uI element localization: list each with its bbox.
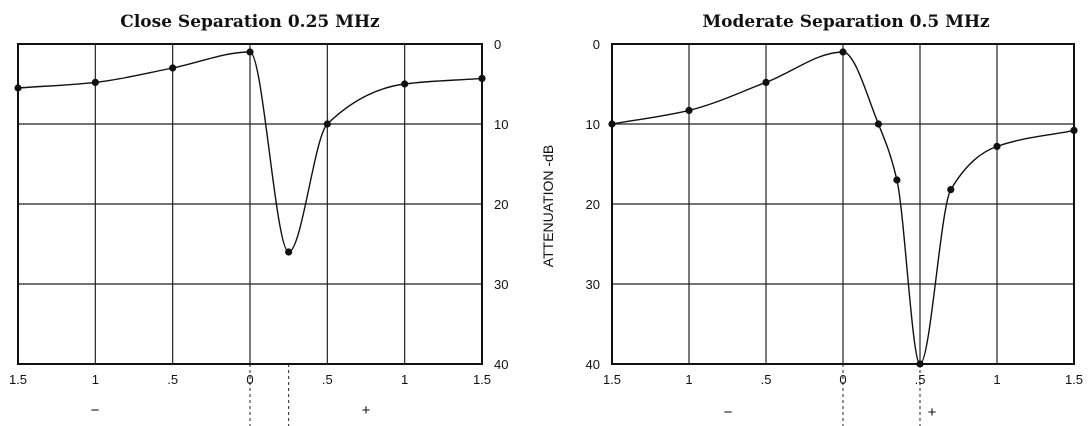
data-point	[947, 186, 955, 194]
negative-sign: −	[724, 404, 733, 421]
x-tick-label: 1	[92, 372, 99, 387]
x-tick-label: .5	[761, 372, 772, 387]
y-tick-label: 40	[586, 357, 600, 372]
y-tick-label: 10	[494, 117, 508, 132]
y-tick-label: 0	[494, 37, 501, 52]
data-point	[874, 120, 883, 128]
data-point	[285, 248, 293, 256]
chart-moderate-separation: Moderate Separation 0.5 MHz ATTENUATION …	[540, 12, 1083, 426]
x-tick-label: 1.5	[9, 372, 27, 387]
chart-title: Close Separation 0.25 MHz	[120, 12, 380, 32]
series-line	[17, 51, 483, 253]
y-tick-label: 20	[586, 197, 600, 212]
data-point	[91, 78, 99, 86]
data-point	[246, 48, 254, 56]
x-tick-label: 0	[839, 372, 846, 387]
chart-close-separation: Close Separation 0.25 MHz 1.5 1.5 0.5 1 1.5 …	[9, 12, 508, 426]
x-tick-label: .5	[322, 372, 333, 387]
x-tick-label: 1.5	[473, 372, 491, 387]
data-point	[685, 106, 693, 114]
y-tick-label: 30	[586, 277, 600, 292]
y-axis-label: ATTENUATION -dB	[540, 145, 556, 267]
data-point	[993, 142, 1001, 150]
data-point	[762, 78, 770, 86]
x-tick-label: 1	[993, 372, 1000, 387]
chart-title: Moderate Separation 0.5 MHz	[702, 12, 990, 32]
positive-sign: +	[928, 404, 937, 421]
x-tick-label: 1	[685, 372, 692, 387]
data-point	[893, 176, 901, 184]
data-point	[323, 120, 331, 128]
x-tick-label: 1	[401, 372, 408, 387]
x-tick-label: 0	[246, 372, 253, 387]
y-tick-label: 20	[494, 197, 508, 212]
data-point	[401, 80, 409, 88]
y-tick-label: 40	[494, 357, 508, 372]
y-tick-label: 30	[494, 277, 508, 292]
y-tick-label: 0	[593, 37, 600, 52]
data-point	[916, 360, 924, 368]
data-point	[839, 48, 847, 56]
series-line	[611, 51, 1075, 365]
x-tick-label: 1.5	[1065, 372, 1083, 387]
x-tick-label: .5	[915, 372, 926, 387]
data-point	[14, 84, 22, 92]
data-point	[608, 120, 616, 128]
y-tick-label: 10	[586, 117, 600, 132]
negative-sign: −	[91, 402, 100, 419]
positive-sign: +	[362, 402, 371, 419]
x-tick-label: 1.5	[603, 372, 621, 387]
data-point	[1070, 126, 1078, 134]
x-tick-label: .5	[167, 372, 178, 387]
data-point	[169, 64, 177, 72]
data-point	[478, 74, 486, 82]
